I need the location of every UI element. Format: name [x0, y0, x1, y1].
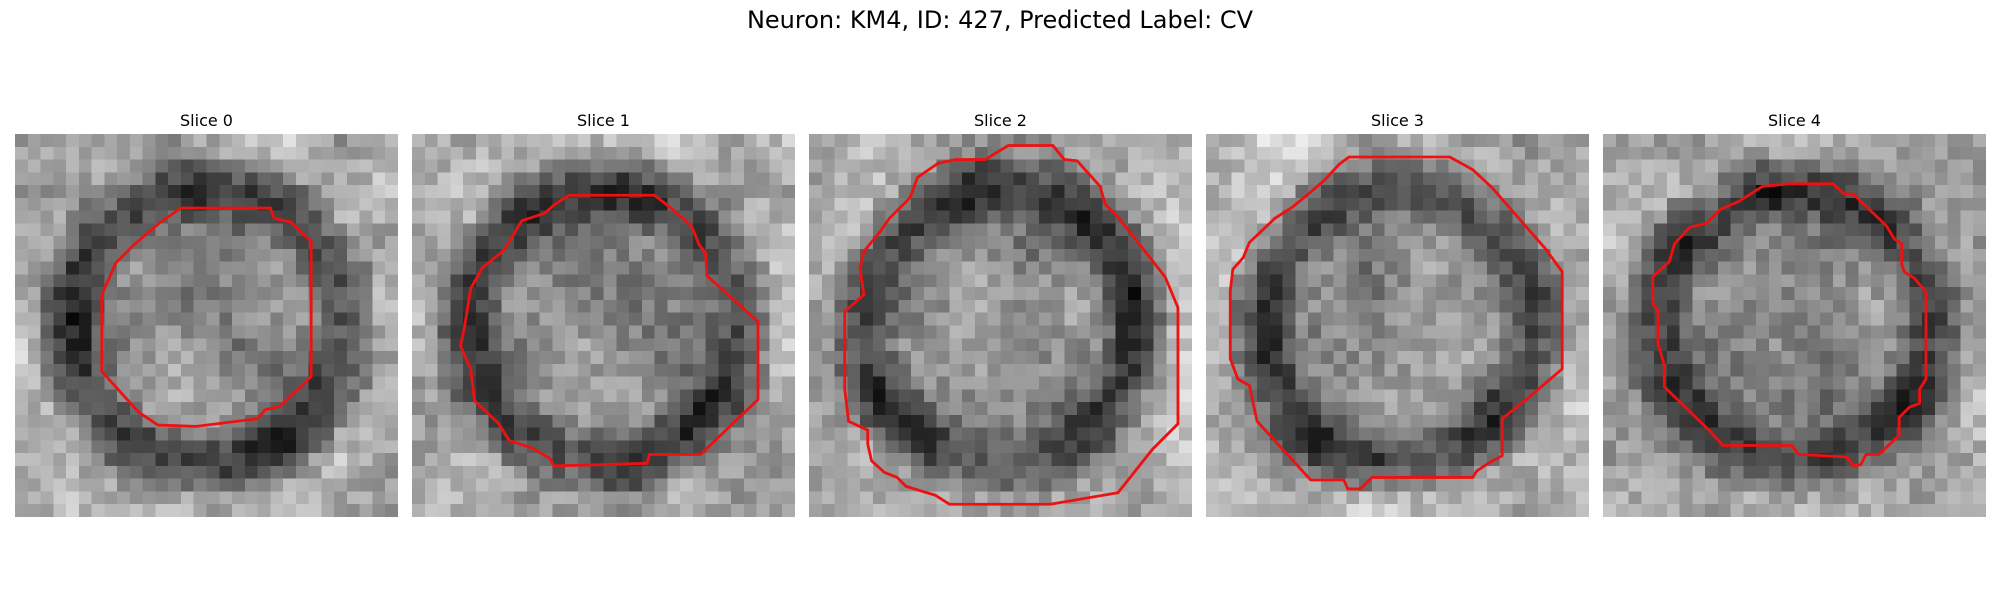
slice-title: Slice 0 [15, 110, 398, 132]
slice-image [15, 134, 398, 517]
figure-title: Neuron: KM4, ID: 427, Predicted Label: C… [0, 6, 2000, 34]
grayscale-pixels [15, 134, 398, 517]
grayscale-pixels [1206, 134, 1589, 517]
slice-panel-1: Slice 1 [412, 110, 795, 132]
slice-panel-3: Slice 3 [1206, 110, 1589, 132]
grayscale-pixels [1603, 134, 1986, 517]
grayscale-pixels [412, 134, 795, 517]
slice-panel-2: Slice 2 [809, 110, 1192, 132]
slice-title: Slice 4 [1603, 110, 1986, 132]
grayscale-pixels [809, 134, 1192, 517]
slice-image [1603, 134, 1986, 517]
slice-image [412, 134, 795, 517]
slice-image [809, 134, 1192, 517]
slice-image [1206, 134, 1589, 517]
slice-title: Slice 3 [1206, 110, 1589, 132]
slice-title: Slice 2 [809, 110, 1192, 132]
slice-panel-4: Slice 4 [1603, 110, 1986, 132]
slice-panel-0: Slice 0 [15, 110, 398, 132]
slice-title: Slice 1 [412, 110, 795, 132]
